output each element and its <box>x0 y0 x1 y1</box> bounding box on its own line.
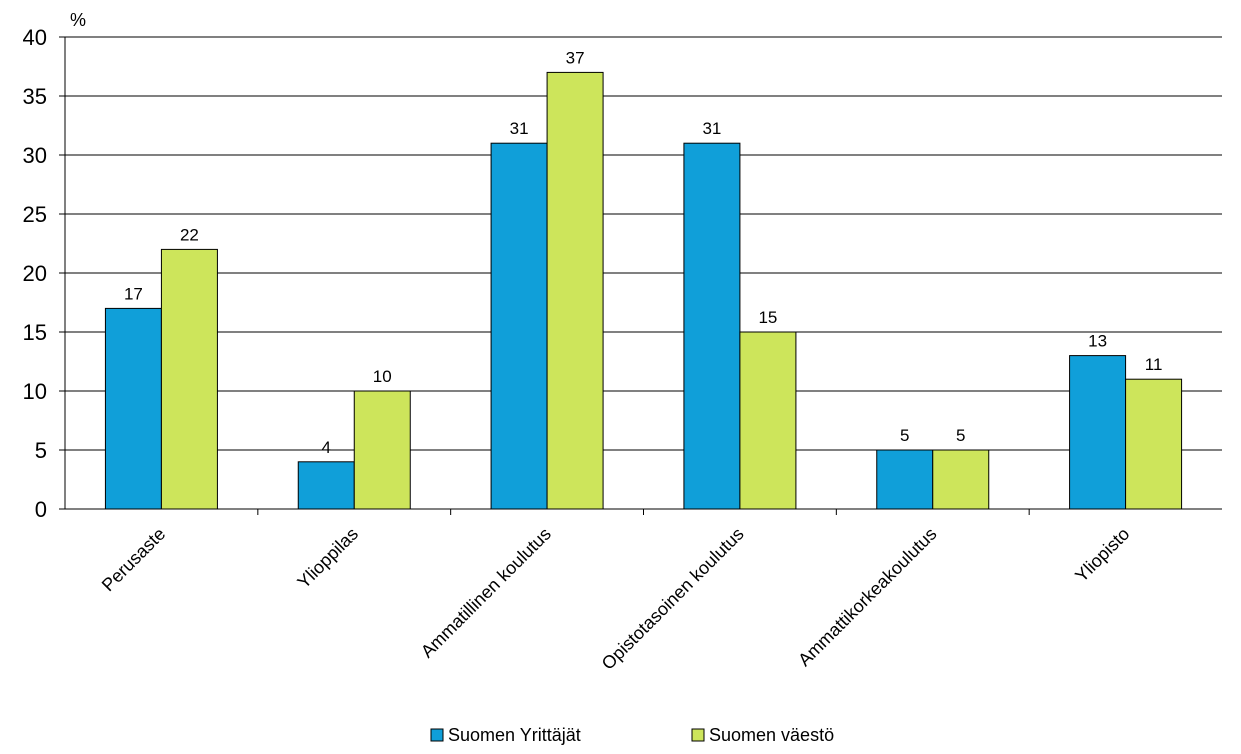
data-label: 11 <box>1145 355 1163 374</box>
bars-group: 17 22 4 10 31 37 31 15 5 5 13 11 <box>104 48 1183 510</box>
legend-label: Suomen väestö <box>709 725 834 745</box>
legend-label: Suomen Yrittäjät <box>448 725 581 745</box>
y-tick-label: 0 <box>35 497 47 522</box>
bar <box>160 248 218 510</box>
x-category-label: Perusaste <box>98 524 169 595</box>
data-label: 15 <box>758 308 777 327</box>
x-category-label: Ammattikorkeakoulutus <box>794 524 940 670</box>
x-category-label: Opistotasoinen koulutus <box>598 524 748 674</box>
y-tick-label: 30 <box>23 143 47 168</box>
data-label: 4 <box>322 438 331 457</box>
bar <box>876 449 934 510</box>
bar <box>683 142 741 510</box>
bar <box>353 390 411 510</box>
bar <box>1125 378 1183 510</box>
data-label: 31 <box>702 119 721 138</box>
bar <box>297 461 355 510</box>
legend: Suomen Yrittäjät Suomen väestö <box>430 725 834 745</box>
y-tick-label: 10 <box>23 379 47 404</box>
y-tick-label: 40 <box>23 25 47 50</box>
bar <box>739 331 797 510</box>
legend-swatch <box>691 728 705 742</box>
y-tick-label: 35 <box>23 84 47 109</box>
data-label: 17 <box>124 284 143 303</box>
y-axis-unit-label: % <box>70 10 86 30</box>
data-label: 37 <box>566 48 585 67</box>
x-category-label: Ylioppilas <box>293 524 362 593</box>
bar <box>104 307 162 510</box>
data-label: 10 <box>373 367 392 386</box>
bar <box>546 71 604 510</box>
data-label: 13 <box>1088 332 1107 351</box>
bar <box>490 142 548 510</box>
bar <box>932 449 990 510</box>
bar <box>1069 355 1127 510</box>
data-label: 22 <box>180 225 199 244</box>
data-label: 5 <box>956 426 965 445</box>
y-tick-label: 5 <box>35 438 47 463</box>
y-tick-label: 20 <box>23 261 47 286</box>
y-tick-label: 15 <box>23 320 47 345</box>
gridlines <box>65 36 1222 451</box>
legend-swatch <box>430 728 444 742</box>
y-tick-label: 25 <box>23 202 47 227</box>
data-label: 5 <box>900 426 909 445</box>
x-category-label: Yliopisto <box>1071 524 1133 586</box>
x-category-label: Ammatillinen koulutus <box>417 524 555 662</box>
data-label: 31 <box>510 119 529 138</box>
